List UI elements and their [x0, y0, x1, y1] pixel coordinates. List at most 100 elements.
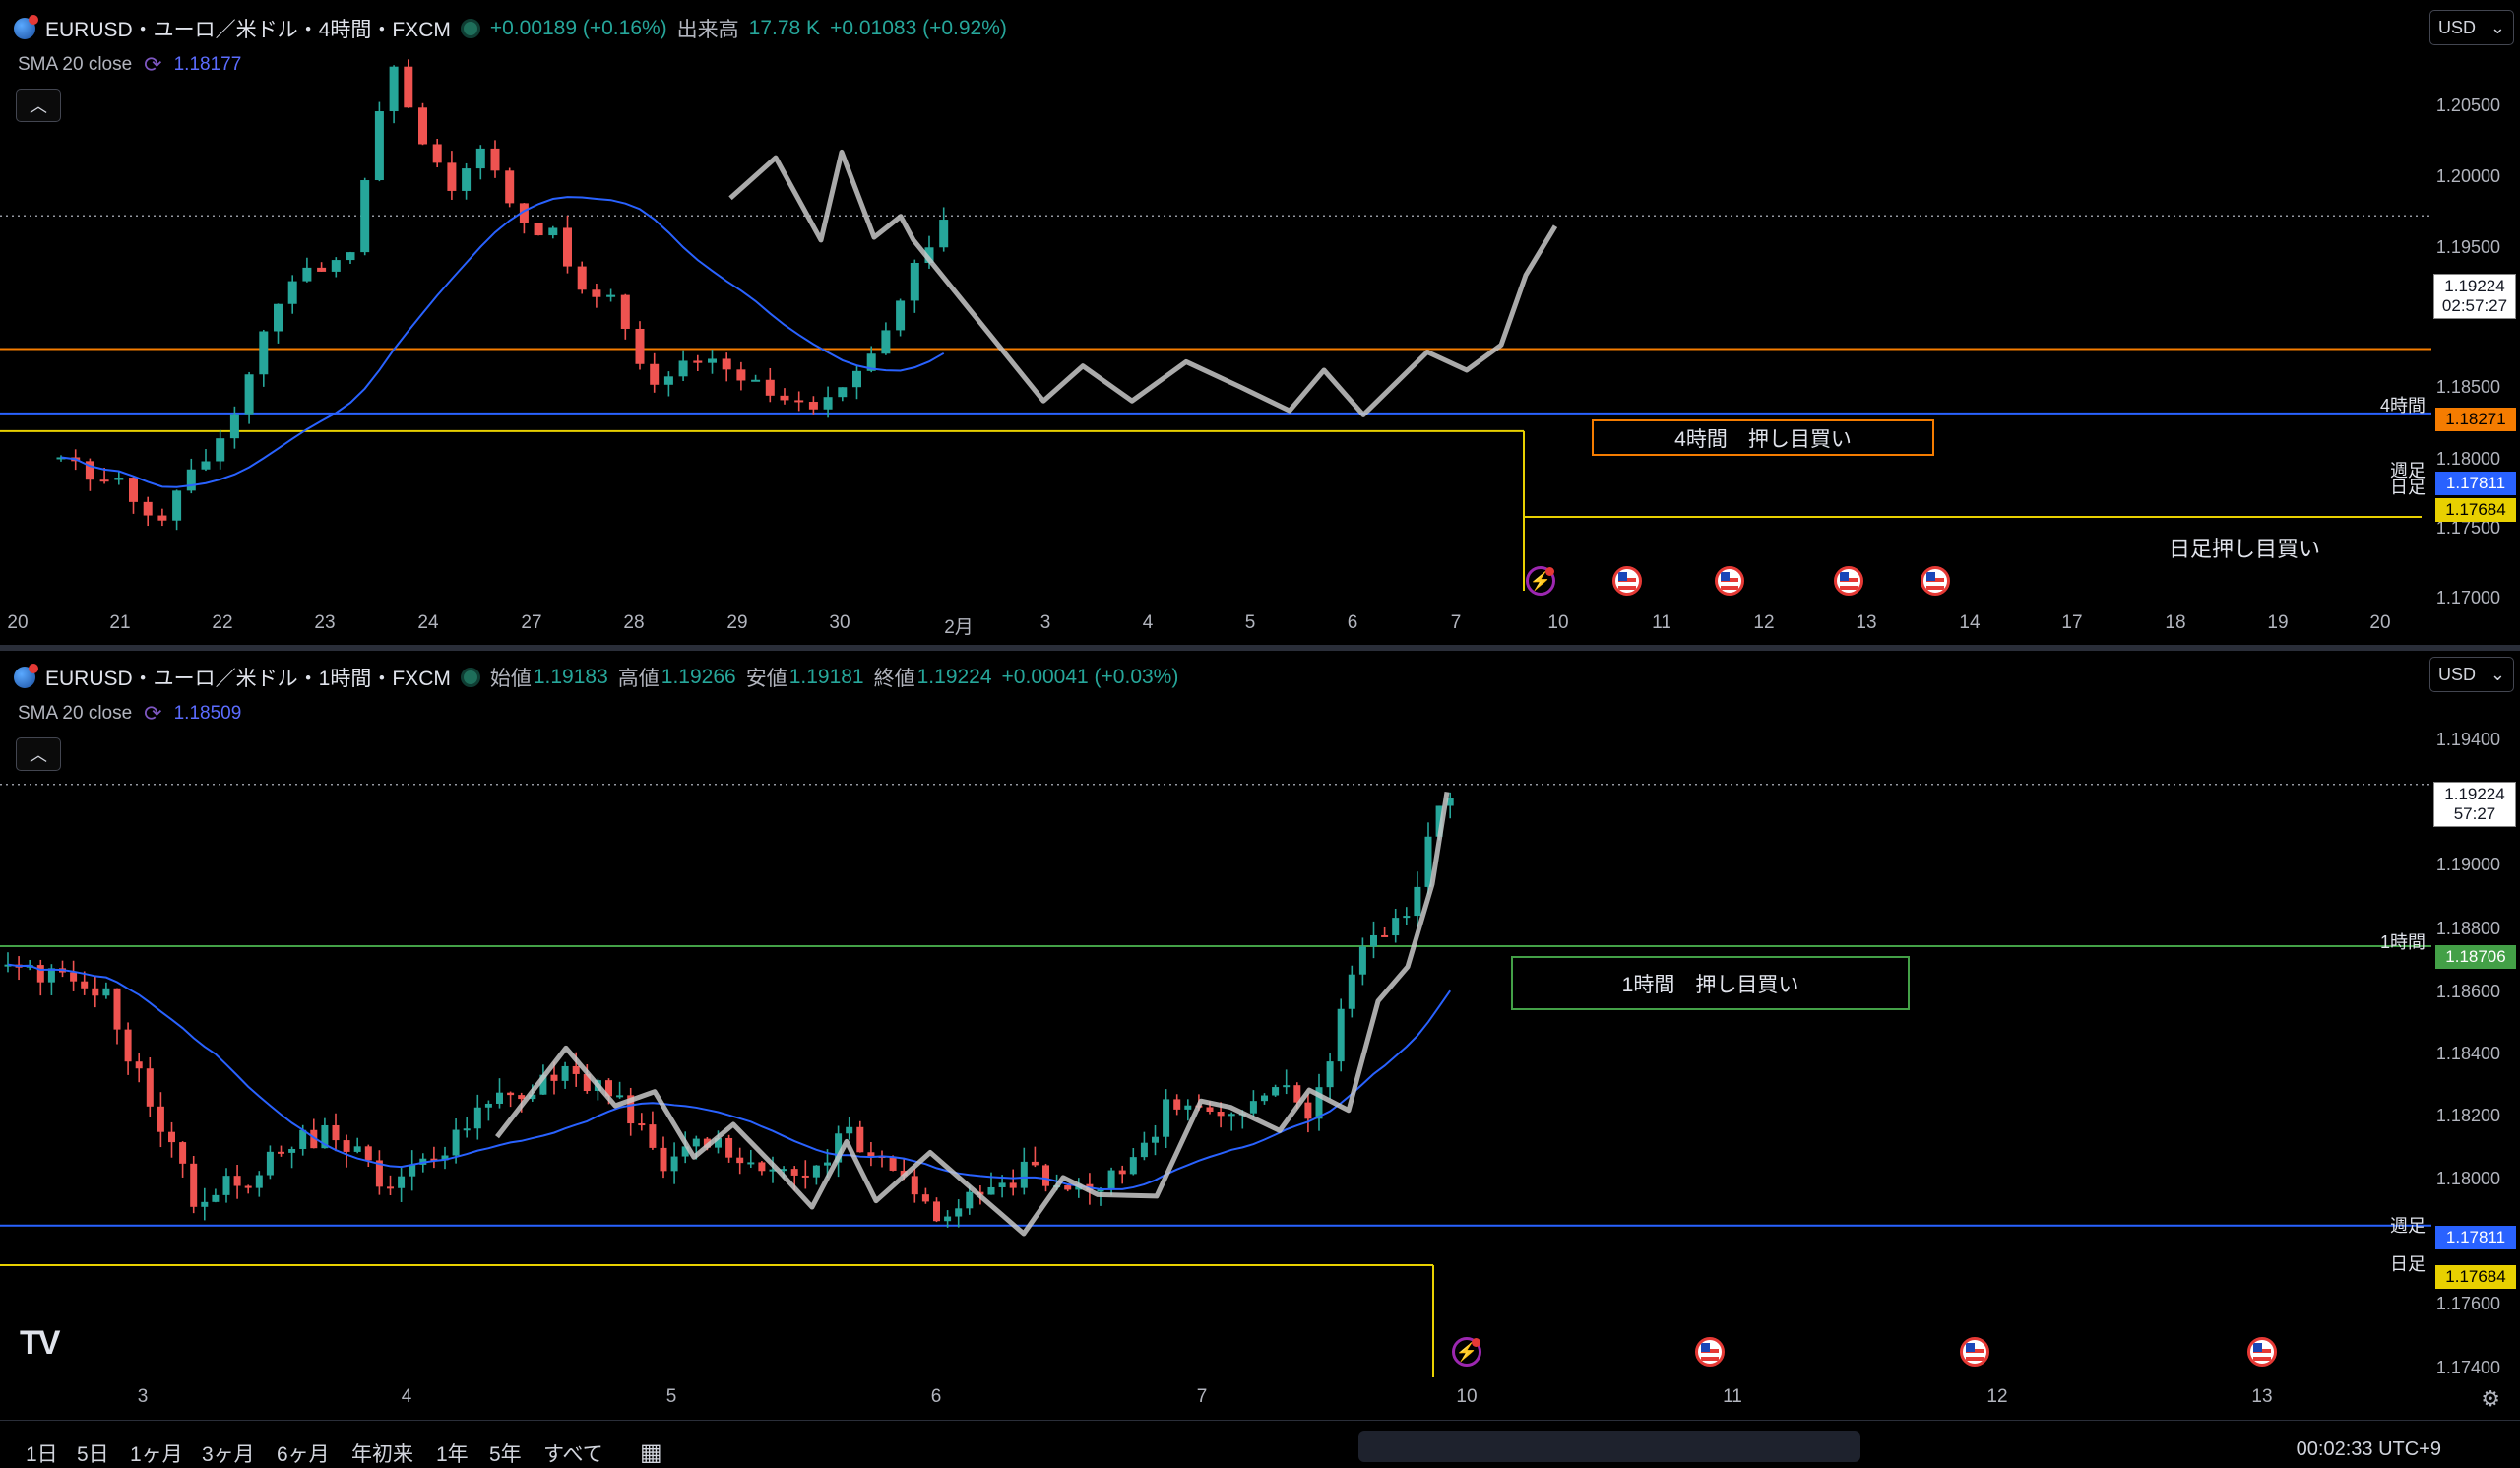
candle: [715, 1137, 722, 1148]
sma-legend-4h[interactable]: SMA 20 close ⟳ 1.18177: [18, 52, 241, 78]
candle: [866, 353, 876, 371]
candle: [1129, 1157, 1137, 1175]
legend-1h: EURUSD・ユーロ／米ドル・1時間・FXCM 始値 1.19183 高値 1.19…: [14, 663, 1178, 692]
h4-buy-zone-box[interactable]: 4時間 押し目買い: [1592, 419, 1934, 456]
symbol-title[interactable]: EURUSD・ユーロ／米ドル・4時間・FXCM: [45, 19, 451, 41]
candle: [447, 162, 457, 191]
candle: [1283, 1085, 1291, 1088]
range-button[interactable]: 5年: [489, 1443, 522, 1466]
volume-change: +0.01083 (+0.92%): [830, 17, 1007, 39]
currency-select[interactable]: USD ⌄: [2429, 10, 2514, 45]
range-button[interactable]: 1日: [26, 1443, 58, 1466]
candle: [409, 1164, 416, 1177]
chart-pane-4h[interactable]: EURUSD・ユーロ／米ドル・4時間・FXCM +0.00189 (+0.16%…: [0, 0, 2520, 645]
us-event-icon[interactable]: [1695, 1337, 1725, 1367]
candle: [1042, 1165, 1049, 1186]
candle: [765, 379, 775, 396]
sma-legend-1h[interactable]: SMA 20 close ⟳ 1.18509: [18, 701, 241, 727]
candle: [321, 1124, 329, 1149]
chart-pane-1h[interactable]: EURUSD・ユーロ／米ドル・1時間・FXCM 始値 1.19183 高値 1.19…: [0, 651, 2520, 1420]
candle: [1163, 1099, 1170, 1137]
us-event-icon[interactable]: [1921, 566, 1950, 596]
candle: [158, 515, 167, 521]
market-status-icon: [460, 19, 480, 38]
sma-cycle-icon[interactable]: ⟳: [144, 701, 162, 726]
settings-gear-icon[interactable]: ⚙: [2481, 1386, 2500, 1411]
symbol-title[interactable]: EURUSD・ユーロ／米ドル・1時間・FXCM: [45, 668, 451, 690]
time-tick-label: 13: [1856, 612, 1877, 633]
candle: [1118, 1170, 1126, 1175]
time-tick-label: 18: [2165, 612, 2186, 633]
candle: [1337, 1008, 1345, 1062]
range-button[interactable]: 1ヶ月: [130, 1443, 183, 1466]
drawing-tools-bar[interactable]: [1358, 1431, 1860, 1462]
candle: [398, 1176, 406, 1188]
candle: [343, 1140, 350, 1152]
candle: [910, 262, 919, 301]
candle: [259, 331, 269, 375]
candle: [430, 1158, 438, 1161]
time-tick-label: 3: [137, 1386, 149, 1407]
candle: [780, 1169, 788, 1172]
candle: [616, 1095, 624, 1098]
h4-buy-zone-text: 4時間 押し目買い: [1674, 427, 1852, 451]
time-tick-label: 10: [1547, 612, 1569, 633]
lightning-event-icon[interactable]: ⚡: [1526, 566, 1555, 596]
candle: [561, 1065, 569, 1081]
chevron-down-icon: ⌄: [2489, 664, 2505, 684]
lightning-event-icon[interactable]: ⚡: [1452, 1337, 1481, 1367]
candle: [1304, 1102, 1312, 1119]
candle: [572, 1065, 580, 1074]
candle: [1381, 934, 1389, 937]
candle: [1097, 1189, 1104, 1192]
collapse-legend-button[interactable]: ︿: [16, 89, 61, 122]
candle: [47, 968, 55, 983]
candle: [751, 379, 761, 382]
time-tick-label: 4: [1142, 612, 1154, 633]
sma-cycle-icon[interactable]: ⟳: [144, 52, 162, 77]
us-event-icon[interactable]: [1960, 1337, 1989, 1367]
us-event-icon[interactable]: [1834, 566, 1863, 596]
candle: [577, 266, 587, 290]
last-price-value: 1.19224: [2444, 277, 2505, 295]
price-tick-label: 1.18000: [2435, 1169, 2500, 1188]
candle: [507, 1092, 515, 1096]
range-button[interactable]: 3ヶ月: [202, 1443, 255, 1466]
daily-buy-text[interactable]: 日足押し目買い: [2169, 537, 2321, 561]
tradingview-logo-icon[interactable]: TV: [20, 1324, 60, 1362]
range-button[interactable]: 年初来: [351, 1443, 413, 1466]
candle: [278, 1151, 284, 1154]
range-button[interactable]: すべて: [543, 1443, 603, 1466]
candle: [1249, 1101, 1257, 1114]
bar-countdown: 57:27: [2453, 804, 2496, 823]
clock[interactable]: 00:02:33 UTC+9: [2296, 1438, 2441, 1460]
us-event-icon[interactable]: [2247, 1337, 2277, 1367]
range-button[interactable]: 5日: [77, 1443, 109, 1466]
candle: [186, 469, 196, 491]
candle: [635, 328, 645, 364]
candle: [462, 168, 472, 191]
candle: [838, 387, 848, 398]
candle: [693, 360, 703, 363]
range-button[interactable]: 1年: [436, 1443, 469, 1466]
candlestick-chart-1h[interactable]: [0, 651, 2520, 1420]
candle: [1107, 1170, 1115, 1190]
h1-buy-zone-text: 1時間 押し目買い: [1621, 973, 1799, 996]
candle: [310, 1129, 318, 1149]
price-tick-label: 1.18600: [2435, 982, 2500, 1001]
collapse-legend-button[interactable]: ︿: [16, 737, 61, 771]
calendar-icon[interactable]: ▦: [640, 1439, 662, 1466]
candlestick-chart-4h[interactable]: [0, 0, 2520, 645]
h1-buy-zone-box[interactable]: 1時間 押し目買い: [1511, 956, 1910, 1010]
candle: [1435, 805, 1443, 837]
volume-label: 出来高: [676, 19, 739, 41]
pane-separator[interactable]: [0, 645, 2520, 651]
candle: [222, 1176, 230, 1195]
currency-select[interactable]: USD ⌄: [2429, 657, 2514, 692]
us-event-icon[interactable]: [1612, 566, 1642, 596]
us-event-icon[interactable]: [1715, 566, 1744, 596]
range-button[interactable]: 6ヶ月: [277, 1443, 330, 1466]
zigzag-drawing: [728, 149, 1558, 417]
candle: [1152, 1136, 1159, 1143]
price-tick-label: 1.17400: [2435, 1358, 2500, 1377]
